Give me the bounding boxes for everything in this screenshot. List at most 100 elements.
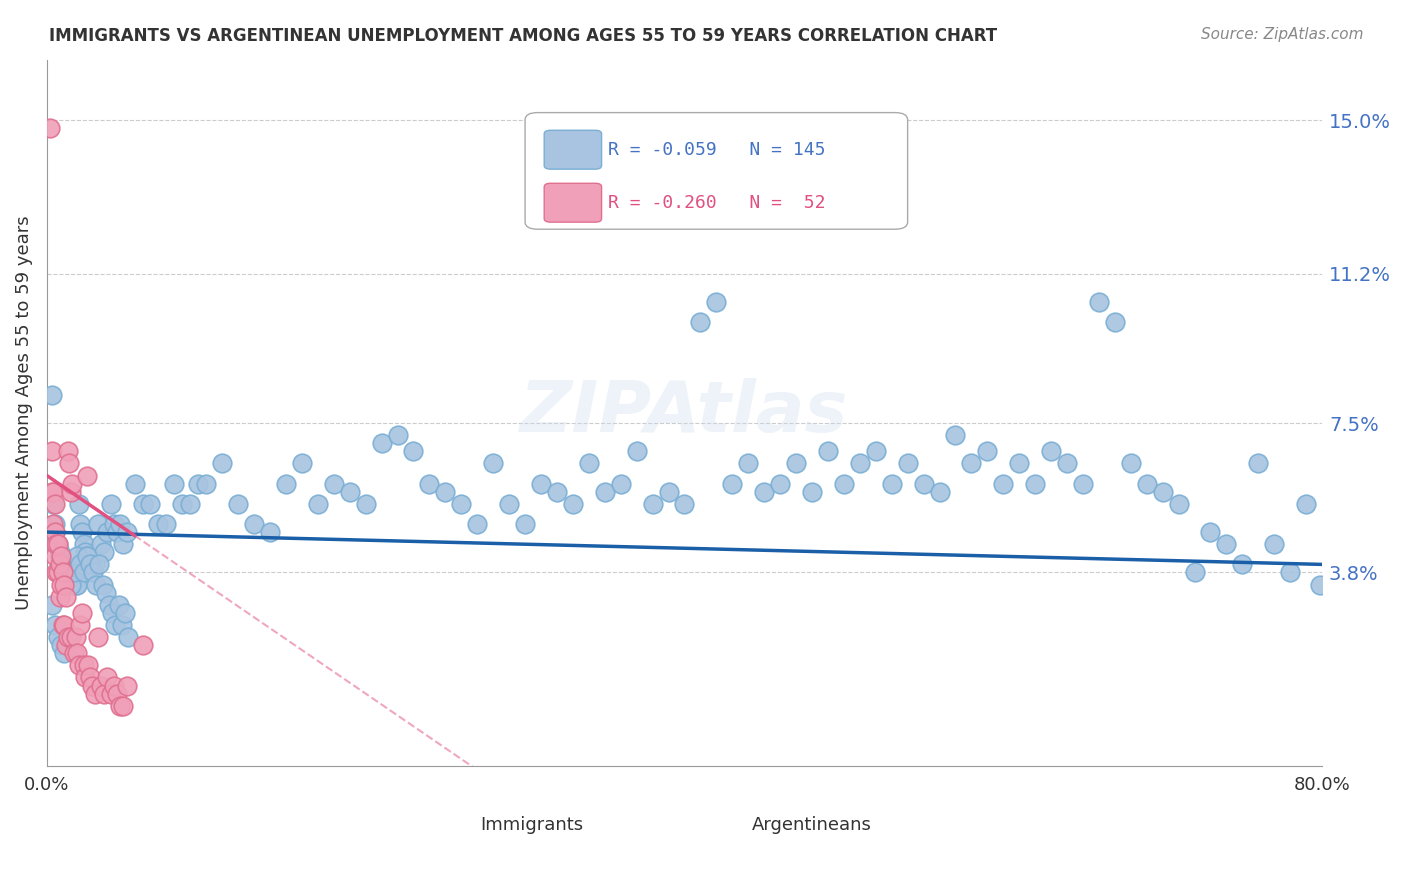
Point — [63, 566, 86, 580]
Point — [1152, 484, 1174, 499]
Point — [90, 537, 112, 551]
Point — [53, 646, 76, 660]
Point — [60, 476, 83, 491]
Point — [55, 590, 77, 604]
Point — [976, 444, 998, 458]
Point — [69, 618, 91, 632]
Point — [105, 525, 128, 540]
Point — [103, 679, 125, 693]
Point — [65, 630, 87, 644]
Point — [42, 484, 65, 499]
Point — [56, 630, 79, 644]
Point — [55, 638, 77, 652]
Point — [1104, 315, 1126, 329]
Point — [104, 618, 127, 632]
Point — [211, 457, 233, 471]
Point — [578, 457, 600, 471]
Point — [79, 671, 101, 685]
Point — [44, 525, 66, 540]
Point — [89, 558, 111, 572]
Point — [103, 516, 125, 531]
Point — [70, 606, 93, 620]
Point — [46, 630, 69, 644]
Point — [155, 516, 177, 531]
Point — [66, 646, 89, 660]
Point — [1309, 577, 1331, 591]
Point — [179, 497, 201, 511]
Point — [945, 428, 967, 442]
Point — [51, 638, 73, 652]
Point — [42, 516, 65, 531]
Point — [67, 658, 90, 673]
Point — [1279, 566, 1302, 580]
Point — [72, 566, 94, 580]
Point — [70, 525, 93, 540]
Point — [41, 444, 63, 458]
Point — [465, 516, 488, 531]
Point — [59, 569, 82, 583]
Point — [48, 545, 70, 559]
Point — [93, 545, 115, 559]
Point — [59, 566, 82, 580]
Point — [1008, 457, 1031, 471]
Point — [418, 476, 440, 491]
Point — [1119, 457, 1142, 471]
Point — [370, 436, 392, 450]
Point — [226, 497, 249, 511]
Point — [101, 606, 124, 620]
Point — [84, 577, 107, 591]
Point — [1167, 497, 1189, 511]
Point — [172, 497, 194, 511]
Point — [94, 585, 117, 599]
Point — [865, 444, 887, 458]
Point — [450, 497, 472, 511]
Point — [704, 294, 727, 309]
Point — [75, 545, 97, 559]
Point — [1263, 537, 1285, 551]
Point — [689, 315, 711, 329]
Point — [87, 516, 110, 531]
Point — [163, 476, 186, 491]
Point — [52, 566, 75, 580]
Point — [187, 476, 209, 491]
Point — [737, 457, 759, 471]
Point — [44, 516, 66, 531]
Point — [105, 687, 128, 701]
Point — [59, 630, 82, 644]
Point — [1071, 476, 1094, 491]
Point — [51, 577, 73, 591]
Point — [849, 457, 872, 471]
Point — [72, 658, 94, 673]
FancyBboxPatch shape — [703, 802, 780, 830]
Point — [721, 476, 744, 491]
Point — [48, 549, 70, 564]
Point — [41, 484, 63, 499]
Point — [51, 558, 73, 572]
Point — [960, 457, 983, 471]
Point — [52, 618, 75, 632]
Point — [93, 687, 115, 701]
Point — [67, 497, 90, 511]
FancyBboxPatch shape — [423, 802, 499, 830]
Point — [322, 476, 344, 491]
Point — [593, 484, 616, 499]
Point — [45, 537, 67, 551]
Point — [114, 606, 136, 620]
Point — [90, 679, 112, 693]
Point — [39, 121, 62, 136]
Point — [912, 476, 935, 491]
Point — [80, 679, 103, 693]
Point — [880, 476, 903, 491]
Point — [801, 484, 824, 499]
Point — [498, 497, 520, 511]
Point — [243, 516, 266, 531]
Point — [60, 569, 83, 583]
Point — [1040, 444, 1063, 458]
Point — [108, 516, 131, 531]
Point — [1136, 476, 1159, 491]
Point — [58, 457, 80, 471]
Point — [609, 476, 631, 491]
Point — [83, 687, 105, 701]
Point — [76, 549, 98, 564]
Text: Argentineans: Argentineans — [752, 816, 872, 834]
